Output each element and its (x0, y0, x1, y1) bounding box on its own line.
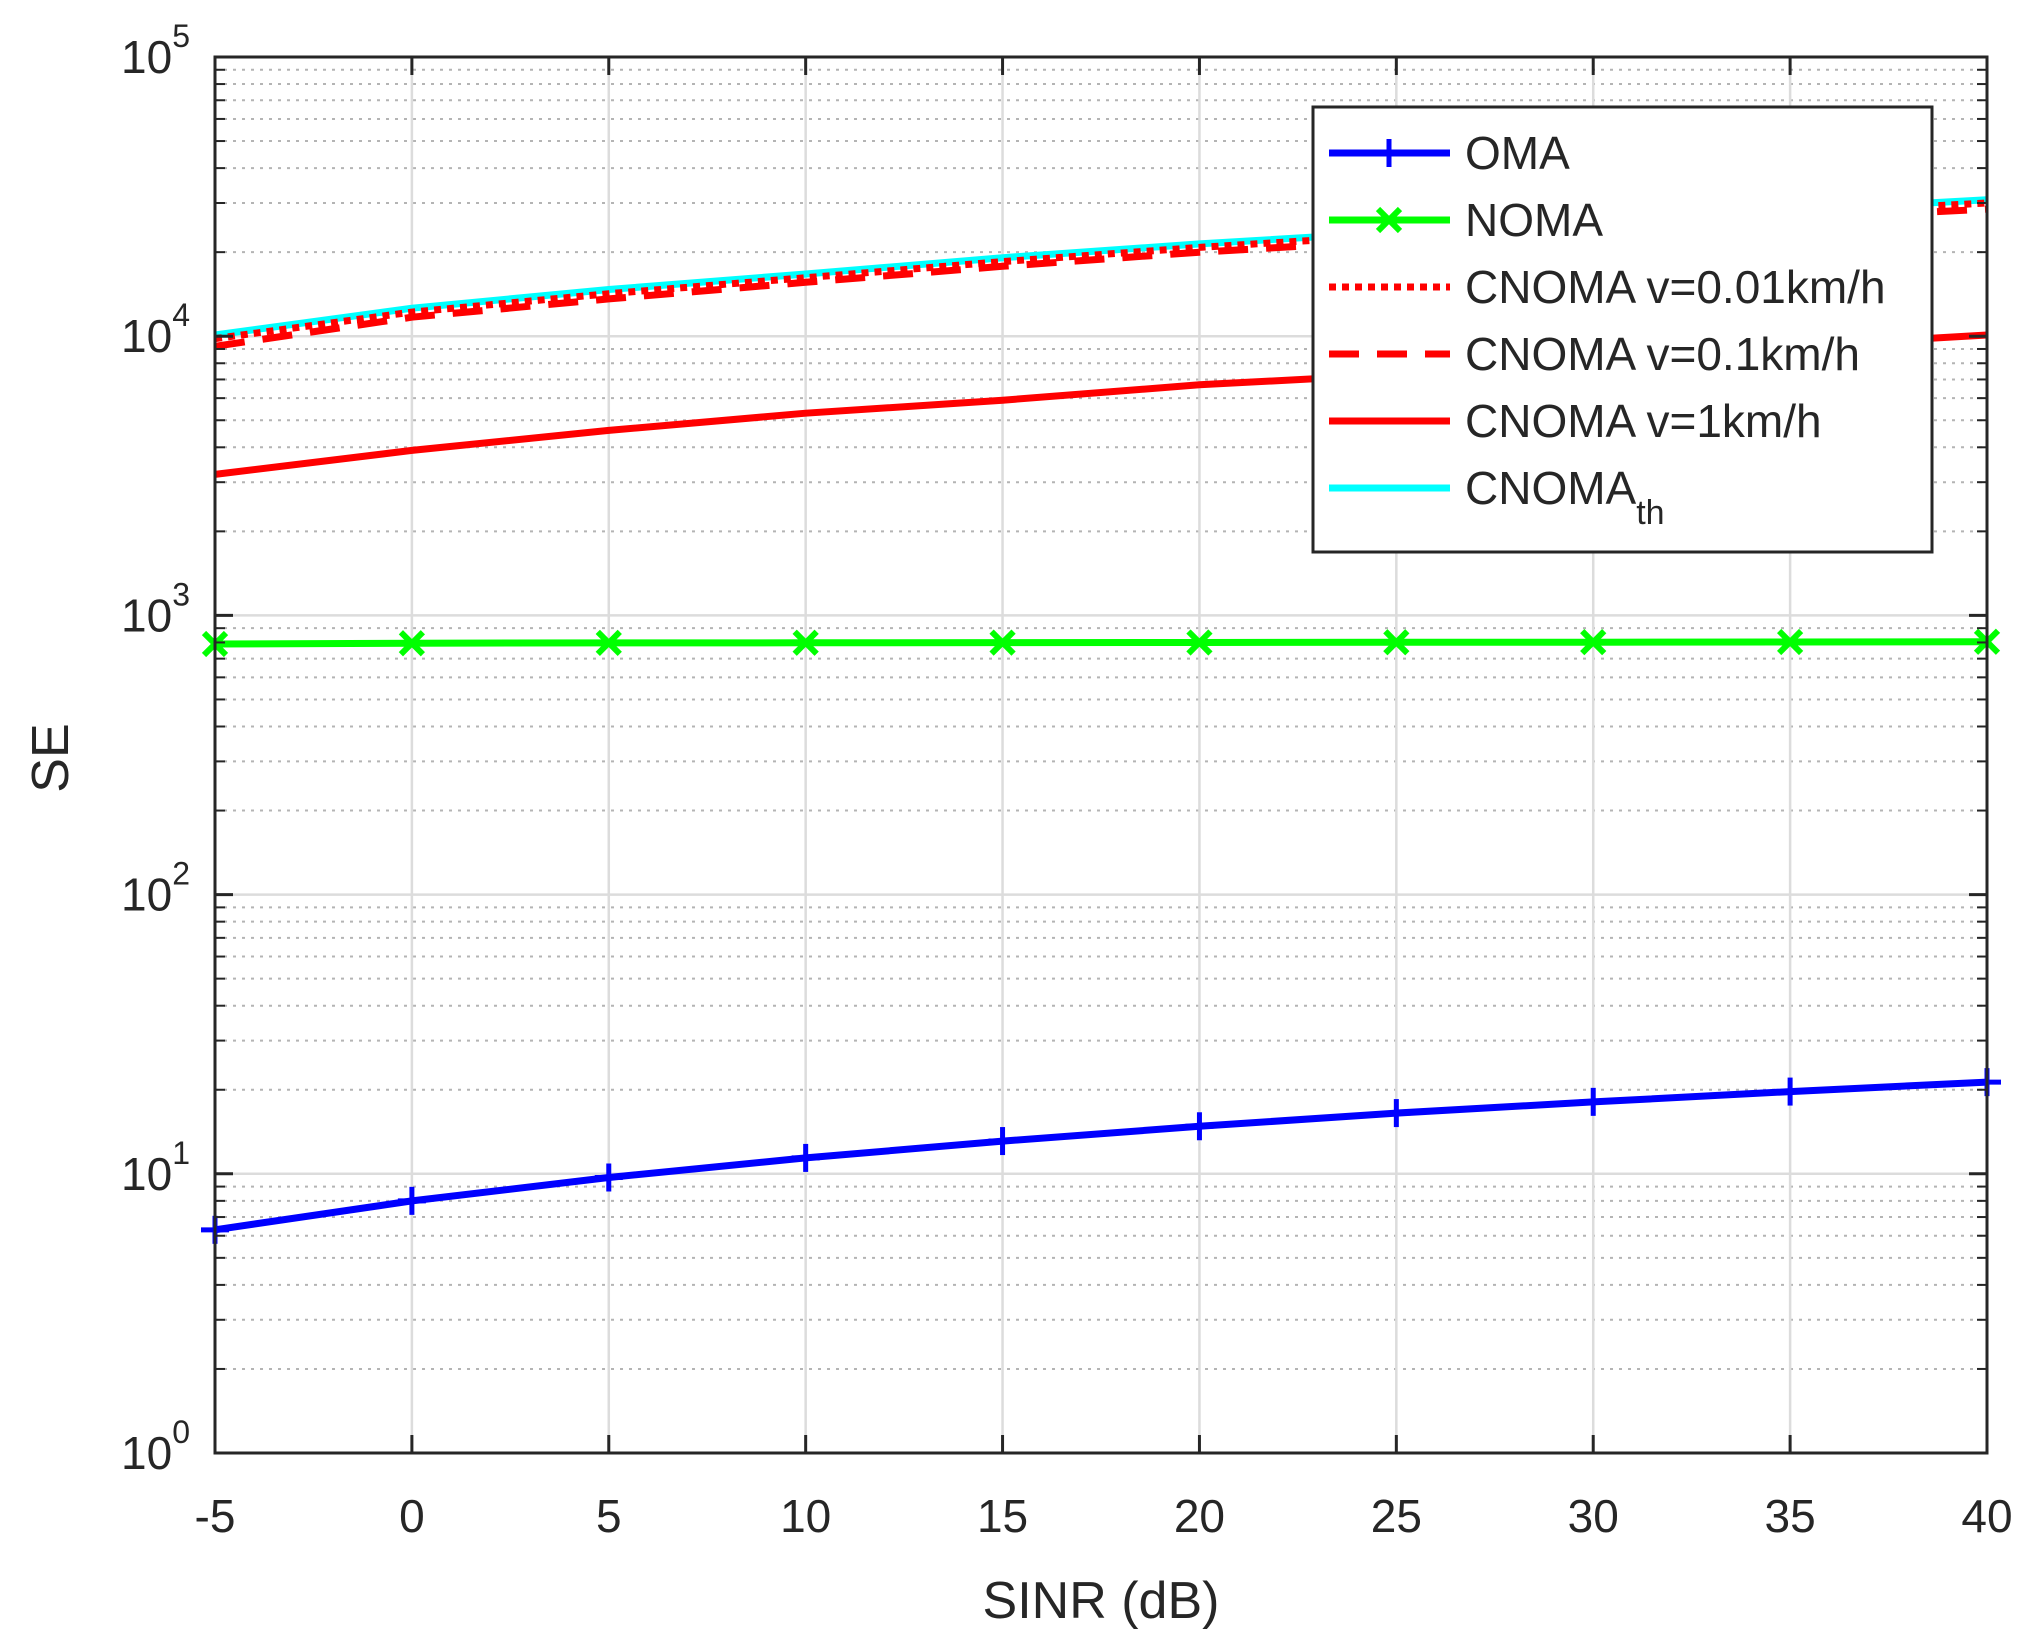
data-point (1580, 629, 1607, 656)
y-tick-label: 102 (121, 856, 190, 921)
data-point (398, 630, 426, 657)
x-tick-label: -5 (195, 1490, 236, 1542)
x-tick-label: 10 (780, 1490, 831, 1542)
y-tick-label: 105 (121, 18, 190, 83)
x-tick-label: 35 (1765, 1490, 1816, 1542)
axis-ticks: 100 101 102 103 104 105 -5 0 5 10 15 20 25 30 35 40 (121, 18, 2013, 1542)
y-tick-label: 100 (121, 1414, 190, 1479)
legend-label: CNOMA v=0.1km/h (1465, 328, 1860, 380)
x-axis-label: SINR (dB) (983, 1572, 1220, 1630)
x-tick-label: 15 (977, 1490, 1028, 1542)
plot-box (213, 55, 1989, 1455)
legend-label: OMA (1465, 127, 1570, 179)
x-tick-label: 20 (1174, 1490, 1225, 1542)
data-point (595, 629, 622, 657)
data-point (792, 629, 819, 656)
y-tick-label: 103 (121, 576, 190, 641)
x-tick-label: 0 (399, 1490, 425, 1542)
legend-label: CNOMA v=1km/h (1465, 395, 1822, 447)
data-point (989, 629, 1016, 656)
legend-marker (1375, 206, 1403, 234)
series-line-noma (214, 638, 1988, 648)
series-line-cnoma-v-0-1km-h (214, 205, 1988, 350)
y-tick-label: 101 (121, 1135, 190, 1200)
legend-label: CNOMA v=0.01km/h (1465, 261, 1886, 313)
data-point (1383, 629, 1410, 656)
x-tick-label: 30 (1568, 1490, 1619, 1542)
data-point (1776, 628, 1804, 656)
legend-label: CNOMAth (1465, 462, 1665, 532)
x-tick-label: 40 (1961, 1490, 2012, 1542)
series-line-oma (214, 1078, 1988, 1234)
legend-label: NOMA (1465, 194, 1603, 246)
y-tick-label: 104 (121, 297, 190, 362)
legend-box (1311, 105, 1934, 554)
legend: OMA NOMA CNOMA v=0.01km/h CNOMA v=0.1km/h CN… (1311, 105, 1934, 554)
series-line-cnoma-v-0-01km-h (214, 199, 1988, 343)
x-tick-label: 25 (1371, 1490, 1422, 1542)
data-point (1186, 629, 1213, 656)
series-layer (201, 196, 2001, 1244)
x-tick-label: 5 (596, 1490, 622, 1542)
y-axis-label: SE (22, 723, 80, 792)
